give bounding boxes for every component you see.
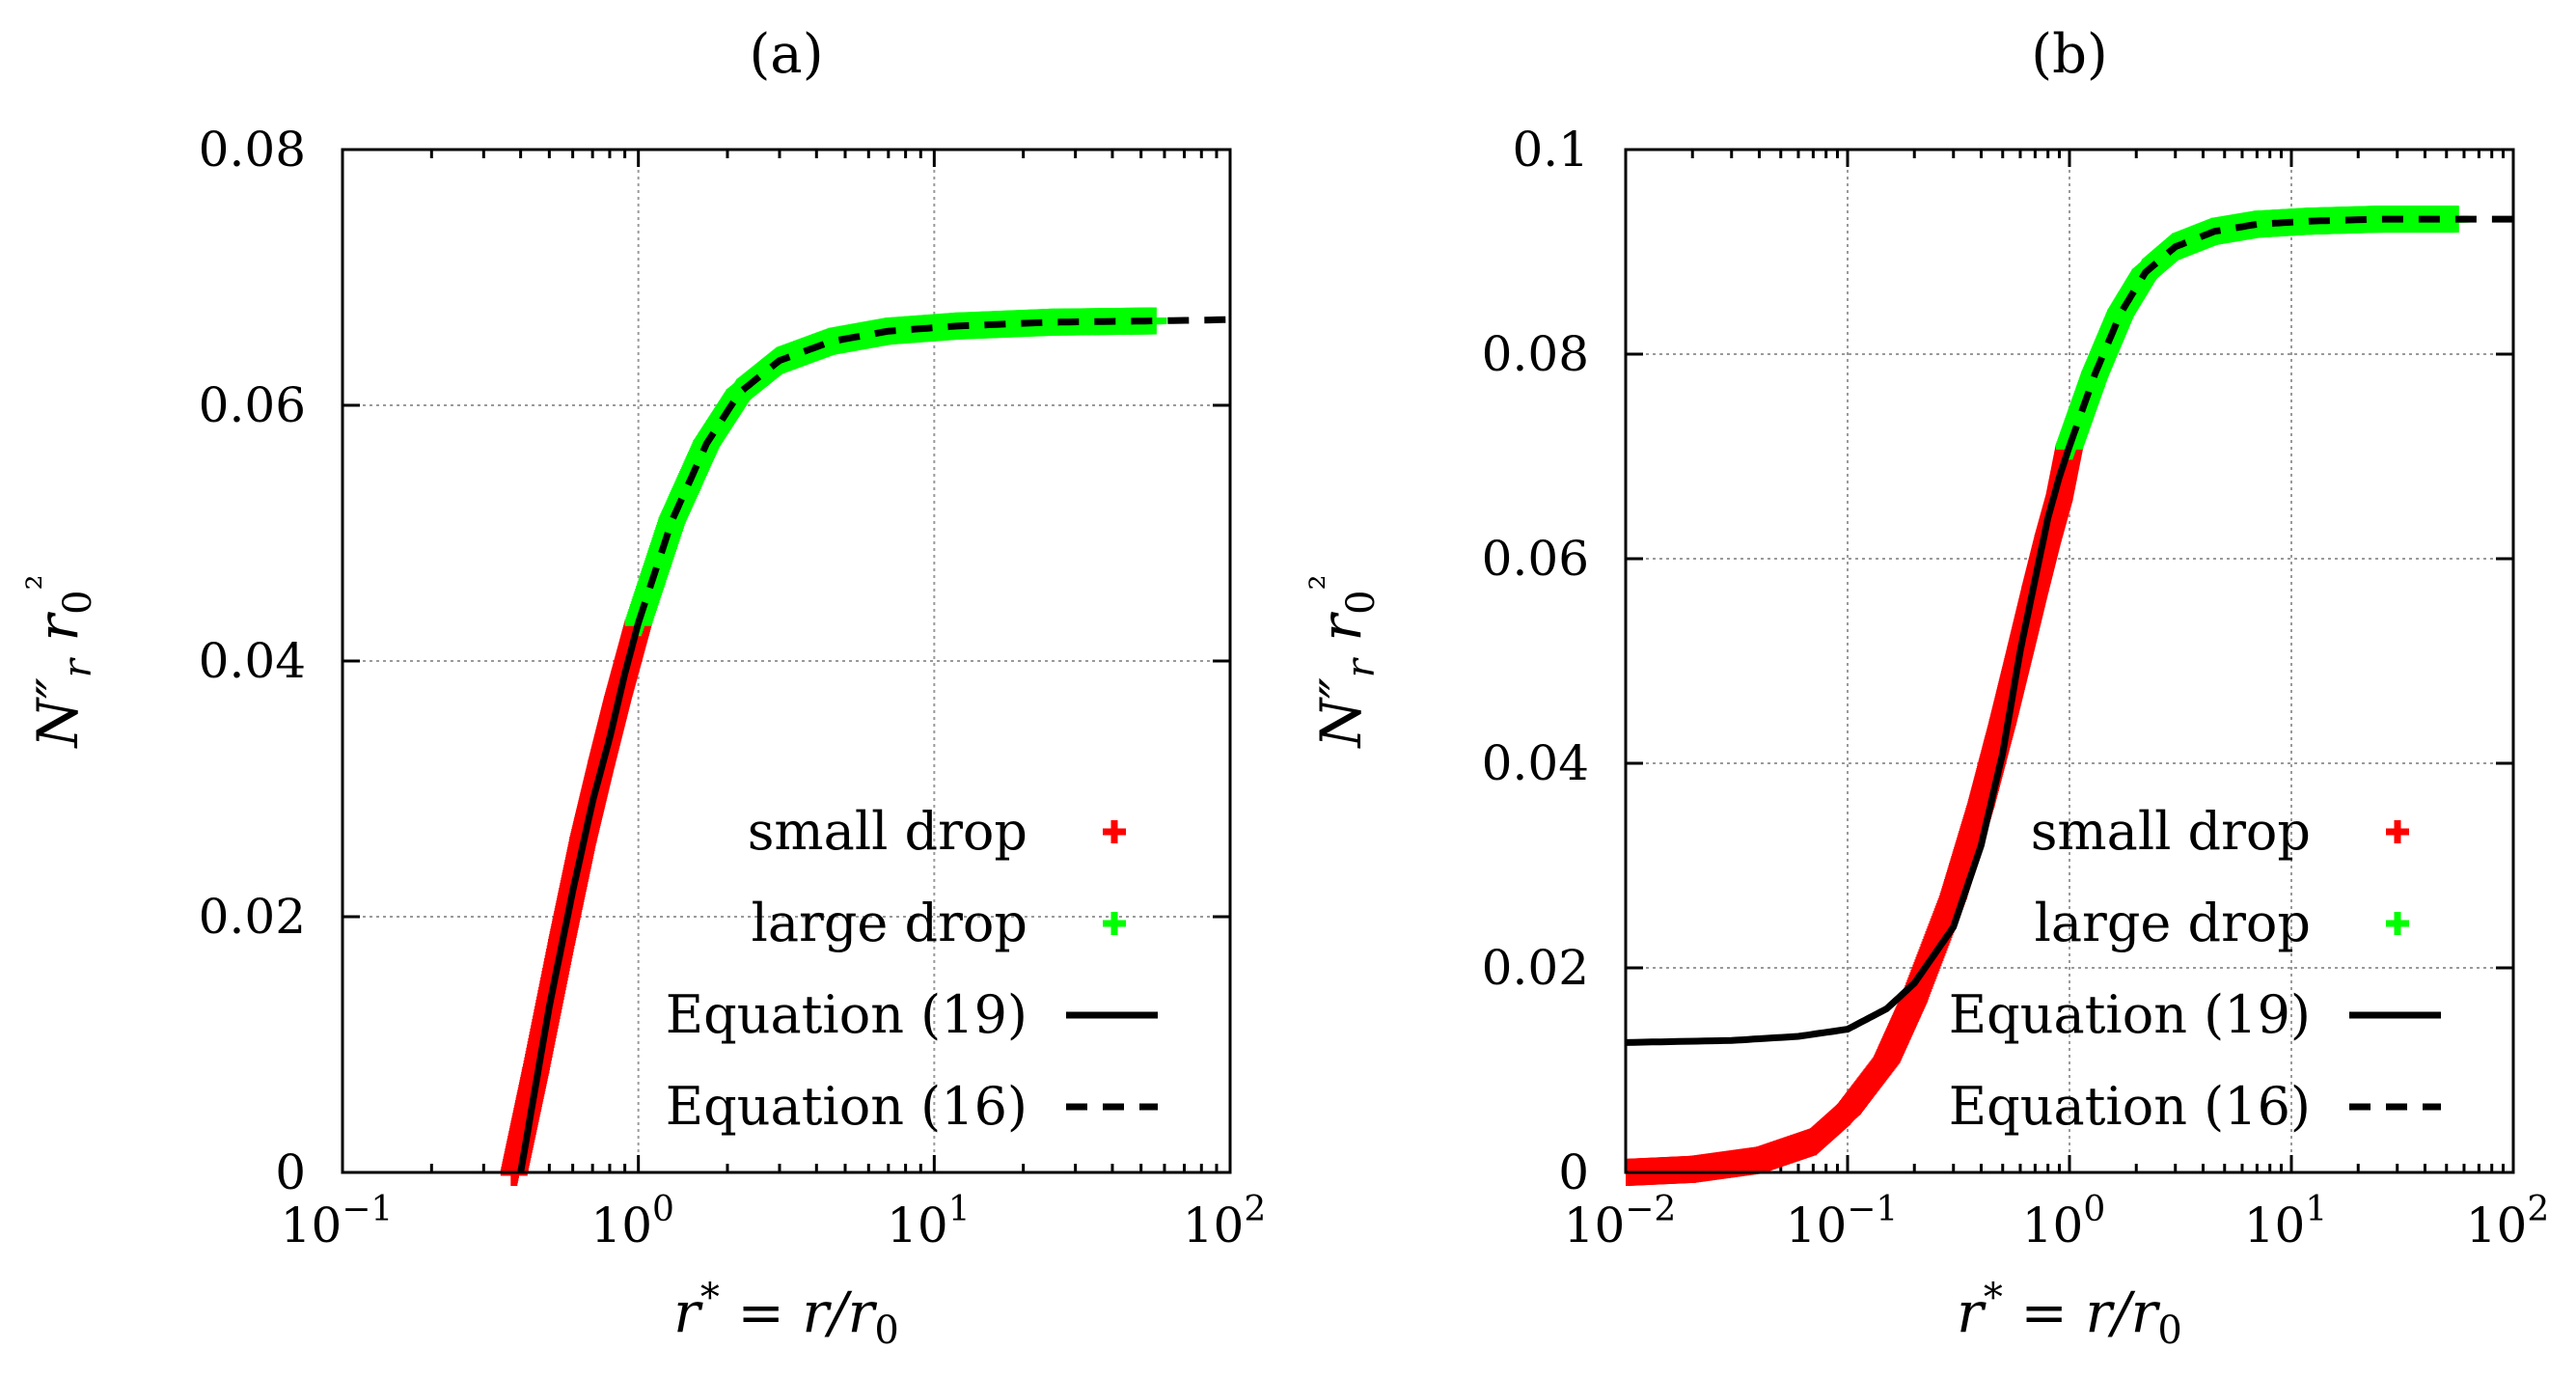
panel-0-y-tick-label: 0.02: [199, 889, 306, 945]
panel-0-x-tick-label: 102: [1183, 1190, 1267, 1253]
panel-0-frame: [341, 148, 1232, 1174]
chart-panel-b: 10−2 10−1 100 101 102 0 0.02 0.04 0.06 0.08 0.1 (b)…: [1302, 23, 2549, 1353]
panel-0-x-tick-label: 10−1: [281, 1190, 394, 1253]
panel-0-y-axis-label: N″r r0²: [19, 574, 100, 749]
panel-0-y-tick-label: 0.08: [199, 122, 306, 178]
panel-1-y-tick-label: 0.04: [1482, 735, 1589, 791]
panel-1-legend-label: small drop: [2031, 801, 2311, 862]
panel-1-x-tick-label: 101: [2244, 1190, 2328, 1253]
panel-0-legend-label: Equation (19): [666, 984, 1028, 1045]
panel-0-equation-16-line: [635, 316, 1231, 624]
panel-1-y-tick-label: 0.06: [1482, 531, 1589, 587]
panel-0-y-tick-label: 0.06: [199, 377, 306, 433]
panel-1-x-tick-label: 10−1: [1786, 1190, 1899, 1253]
panel-1-legend-label: large drop: [2035, 893, 2311, 953]
panel-0-title: (a): [749, 23, 823, 86]
panel-1-legend-label: Equation (19): [1949, 984, 2311, 1045]
panel-1-x-tick-label: 100: [2022, 1190, 2106, 1253]
panel-1-legend-label: Equation (16): [1949, 1076, 2311, 1137]
panel-0-y-tick-label: 0: [275, 1144, 306, 1200]
panel-1-x-tick-label: 102: [2466, 1190, 2550, 1253]
panel-1-equation-16-line: [2066, 215, 2513, 448]
panel-0-legend-label: large drop: [752, 893, 1028, 953]
panel-1-legend: small drop large drop Equation (19) Equatio…: [1949, 801, 2441, 1137]
panel-0-x-tick-label: 101: [887, 1190, 971, 1253]
panel-1-title: (b): [2031, 23, 2108, 86]
panel-0-equation-19-line: [517, 621, 643, 1173]
panel-1-y-tick-label: 0.1: [1512, 122, 1589, 178]
panel-0-legend-label: Equation (16): [666, 1076, 1028, 1137]
panel-1-x-axis-label: r* = r/r0: [1957, 1276, 2182, 1353]
panel-0-legend: small drop large drop Equation (19) Equatio…: [666, 801, 1158, 1137]
panel-0-data: [500, 307, 1231, 1186]
chart-panel-a: 10−1 100 101 102 0 0.02 0.04 0.06 0.08 (a) r* = r/…: [19, 23, 1266, 1353]
panel-1-data: [1626, 206, 2513, 1186]
panel-1-frame: [1624, 148, 2515, 1174]
panel-1-x-tick-label: 10−2: [1564, 1190, 1677, 1253]
panel-0-x-tick-label: 100: [590, 1190, 674, 1253]
panel-1-equation-19-line: [1626, 445, 2073, 1046]
panel-1-y-tick-label: 0.02: [1482, 940, 1589, 996]
panel-1-y-tick-label: 0: [1558, 1144, 1589, 1200]
panel-0-y-tick-label: 0.04: [199, 633, 306, 689]
panel-0-legend-label: small drop: [748, 801, 1028, 862]
panel-0-x-axis-label: r* = r/r0: [673, 1276, 899, 1353]
panel-1-y-tick-label: 0.08: [1482, 326, 1589, 382]
panel-1-y-axis-label: N″r r0²: [1302, 574, 1384, 749]
